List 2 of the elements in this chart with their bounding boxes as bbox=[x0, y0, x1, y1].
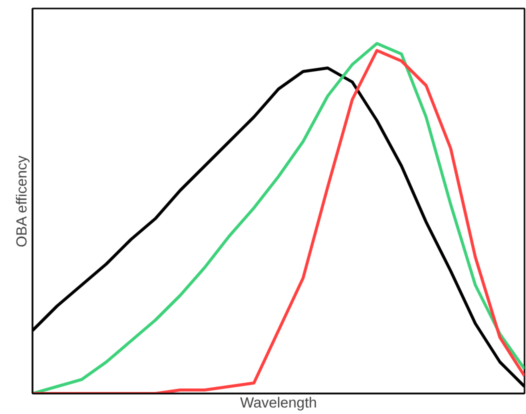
x-axis-title: Wavelength bbox=[240, 396, 317, 412]
y-axis-title: OBA efficency bbox=[14, 154, 30, 248]
